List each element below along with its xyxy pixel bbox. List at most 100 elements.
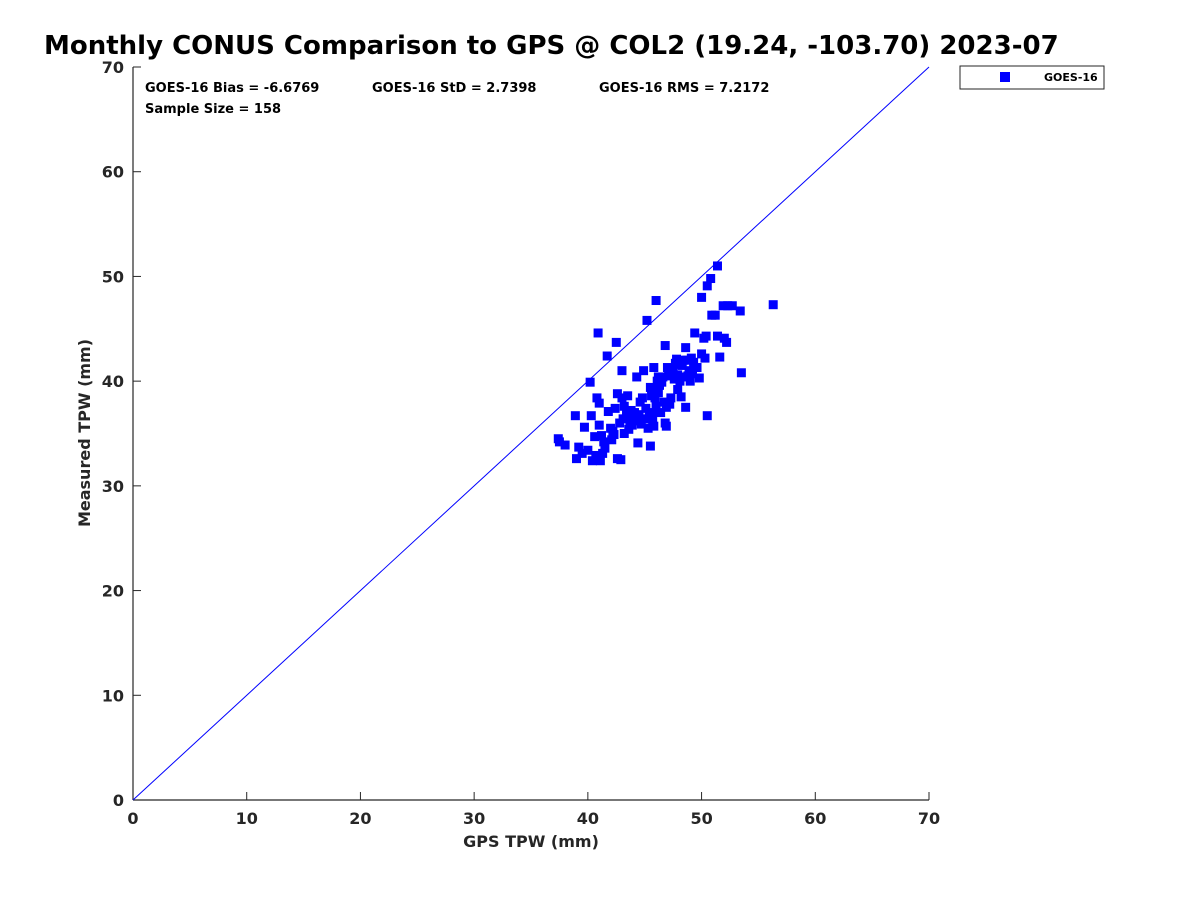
data-point xyxy=(570,411,580,421)
y-tick-label: 20 xyxy=(102,582,124,601)
data-point xyxy=(687,369,697,379)
data-point xyxy=(577,448,587,458)
data-point xyxy=(666,393,676,403)
data-point xyxy=(611,337,621,347)
y-tick-label: 10 xyxy=(102,686,124,705)
data-point xyxy=(586,411,596,421)
data-point xyxy=(685,376,695,386)
data-point xyxy=(592,393,602,403)
rms-stat: GOES-16 RMS = 7.2172 xyxy=(599,81,769,96)
data-point xyxy=(700,353,710,363)
data-point xyxy=(736,368,746,378)
data-point xyxy=(650,393,660,403)
data-point xyxy=(593,328,603,338)
data-point xyxy=(629,408,639,418)
y-axis-label: Measured TPW (mm) xyxy=(75,339,94,527)
one-to-one-reference-line xyxy=(132,66,930,801)
data-point xyxy=(715,352,725,362)
data-points xyxy=(553,261,778,466)
data-point xyxy=(602,351,612,361)
data-point xyxy=(660,341,670,351)
data-point xyxy=(632,372,642,382)
y-tick-label: 30 xyxy=(102,477,124,496)
data-point xyxy=(689,357,699,367)
data-point xyxy=(694,373,704,383)
data-point xyxy=(649,421,659,431)
data-point xyxy=(583,445,593,455)
data-point xyxy=(657,377,667,387)
data-point xyxy=(587,456,597,466)
data-point xyxy=(598,448,608,458)
data-point xyxy=(677,360,687,370)
data-point xyxy=(702,411,712,421)
data-point xyxy=(609,430,619,440)
chart-title: Monthly CONUS Comparison to GPS @ COL2 (… xyxy=(44,31,1059,61)
y-tick-label: 60 xyxy=(102,163,124,182)
data-point xyxy=(712,331,722,341)
data-point xyxy=(642,315,652,325)
data-point xyxy=(634,410,644,420)
x-tick-label: 60 xyxy=(804,809,826,828)
y-tick-label: 70 xyxy=(102,58,124,77)
data-point xyxy=(616,455,626,465)
data-point xyxy=(697,292,707,302)
data-point xyxy=(633,438,643,448)
data-point xyxy=(623,391,633,401)
data-point xyxy=(673,370,683,380)
x-tick-label: 20 xyxy=(349,809,371,828)
data-point xyxy=(619,429,629,438)
data-point xyxy=(571,454,581,464)
y-tick-label: 40 xyxy=(102,372,124,391)
data-point xyxy=(649,363,659,373)
data-point xyxy=(653,372,663,382)
legend-marker xyxy=(1000,72,1010,82)
data-point xyxy=(639,366,649,376)
data-point xyxy=(591,450,601,460)
sample-size-stat: Sample Size = 158 xyxy=(145,102,281,117)
statistics-block: GOES-16 Bias = -6.6769 GOES-16 StD = 2.7… xyxy=(145,81,769,117)
data-point xyxy=(648,416,658,426)
data-point xyxy=(659,397,669,407)
data-point xyxy=(560,440,570,450)
x-tick-label: 40 xyxy=(577,809,599,828)
data-point xyxy=(607,435,617,445)
data-point xyxy=(579,422,589,432)
data-point xyxy=(662,363,672,373)
data-point xyxy=(718,301,728,311)
data-point xyxy=(637,393,647,403)
data-point xyxy=(665,399,675,409)
data-point xyxy=(641,403,651,413)
data-point xyxy=(631,416,641,426)
data-point xyxy=(610,403,620,413)
data-point xyxy=(643,423,653,433)
data-point xyxy=(727,301,737,311)
data-point xyxy=(735,306,745,316)
data-point xyxy=(676,392,686,402)
legend: GOES-16 xyxy=(959,65,1105,90)
bias-stat: GOES-16 Bias = -6.6769 xyxy=(145,81,319,96)
data-point xyxy=(706,274,716,284)
data-point xyxy=(617,366,627,376)
reference-line-group xyxy=(132,66,930,801)
data-point xyxy=(661,421,671,431)
axis-ticks: 0 10 20 30 40 50 60 70 0 10 20 30 40 50 60 70 xyxy=(102,58,940,828)
data-point xyxy=(645,441,655,451)
data-point xyxy=(701,331,711,341)
data-point xyxy=(675,376,685,386)
data-point xyxy=(712,261,722,271)
std-stat: GOES-16 StD = 2.7398 xyxy=(372,81,536,96)
data-point xyxy=(585,377,595,387)
data-point xyxy=(683,371,693,381)
data-point xyxy=(594,420,604,430)
data-point xyxy=(681,343,691,353)
data-point xyxy=(702,281,712,291)
data-point xyxy=(597,431,607,441)
data-point xyxy=(574,442,584,452)
data-point xyxy=(648,408,658,418)
data-point xyxy=(603,407,613,417)
data-point xyxy=(658,372,668,382)
data-point xyxy=(722,337,732,347)
legend-label: GOES-16 xyxy=(1044,71,1098,84)
legend-box xyxy=(959,65,1105,90)
